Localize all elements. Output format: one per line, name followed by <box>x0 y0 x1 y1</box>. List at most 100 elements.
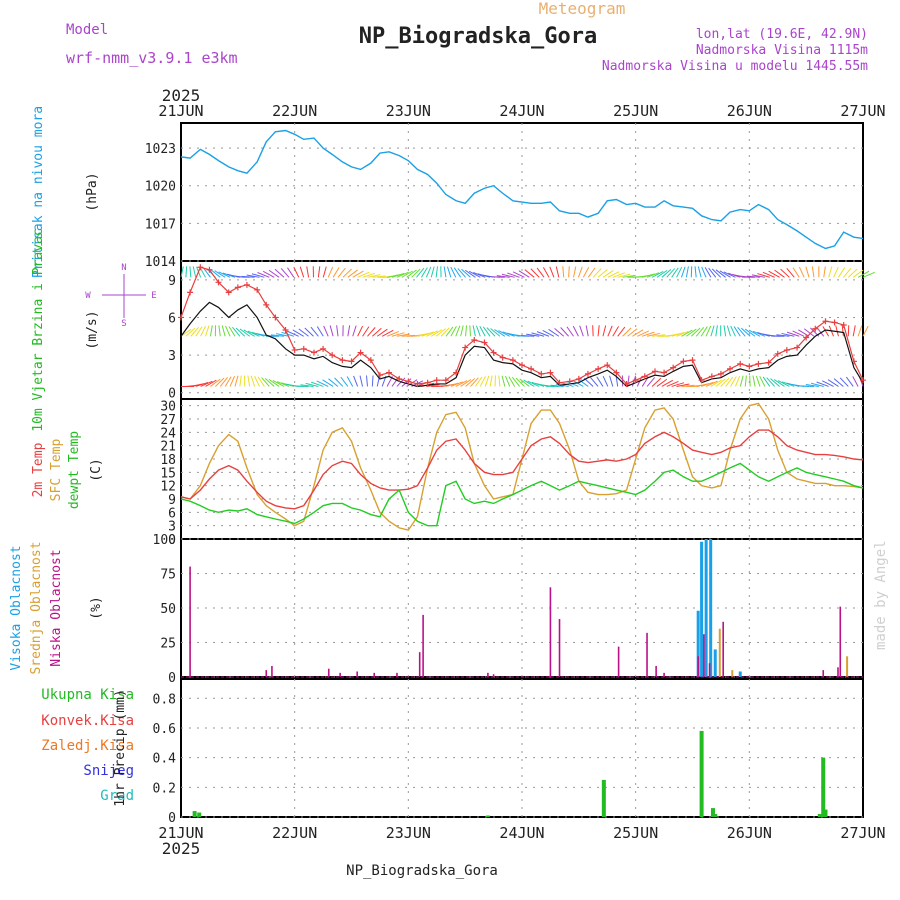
wind-barb <box>401 270 413 278</box>
y-tick-label: 12 <box>160 480 176 495</box>
wind-barb <box>494 329 506 337</box>
wind-barb <box>268 269 280 278</box>
legend-snow: Snijeg <box>83 763 134 779</box>
wind-barb <box>210 378 221 387</box>
wind-barb <box>746 275 761 278</box>
wind-barb <box>786 267 795 278</box>
wind-barb <box>554 327 565 337</box>
pressure-title: Pritisak na nivou mora <box>31 106 46 278</box>
wind-barb <box>617 326 626 337</box>
wind-barb <box>792 330 805 337</box>
cloud-high-bar <box>738 671 742 677</box>
wind-barb <box>306 266 310 278</box>
wind-barb <box>362 272 376 278</box>
y-tick-label: 9 <box>168 493 176 508</box>
wind-barb <box>642 331 655 337</box>
x-tick-label-bottom: 22JUN <box>272 824 317 842</box>
cloud-low-bar <box>271 665 273 677</box>
cloud-high-bar <box>700 541 704 677</box>
wind-barb <box>276 333 290 337</box>
wind-barb <box>734 375 741 387</box>
wind-barb <box>210 269 221 278</box>
temp-unit: (C) <box>89 458 104 481</box>
pressure-line <box>180 129 864 250</box>
gridlines <box>181 123 863 818</box>
wind-barb <box>726 325 732 337</box>
wind-barb <box>501 273 515 278</box>
wind-barb <box>681 329 693 337</box>
wind-barb <box>577 266 583 278</box>
wind-barb <box>286 330 299 337</box>
wind-barb <box>460 379 472 387</box>
y-tick-label: 0 <box>168 811 176 826</box>
precip-legend: Ukupna Kisa Konvek.Kisa Zaledj.Kisa Snij… <box>41 687 134 807</box>
wind-gust-marker <box>519 362 525 369</box>
y-tick-label: 21 <box>160 440 176 455</box>
wind-barb <box>357 271 370 278</box>
cloud-high-bar <box>704 539 708 677</box>
wind-barb <box>572 325 579 337</box>
wind-barb <box>823 266 826 278</box>
wind-barb <box>833 378 844 387</box>
wind-barb <box>725 376 734 387</box>
wind-gust-marker <box>442 377 449 384</box>
x-tick-label-top: 24JUN <box>499 102 544 120</box>
cloud-low-label: Niska Oblacnost <box>49 549 64 666</box>
wind-barb <box>317 266 321 278</box>
wind-barb <box>293 266 300 278</box>
wind-gust-marker <box>803 334 810 341</box>
wind-gust-marker <box>547 369 554 376</box>
wind-barb <box>352 325 357 337</box>
wind-barb <box>755 375 761 387</box>
wind-barb <box>205 379 217 387</box>
wind-barb <box>733 326 741 337</box>
wind-barb <box>209 325 213 337</box>
wind-barb <box>666 381 679 387</box>
wind-barb <box>752 330 766 337</box>
wind-barb <box>626 375 630 387</box>
wind-barb <box>697 266 702 278</box>
cloud-mid-label: Srednja Oblacnost <box>29 541 44 674</box>
wind-barb <box>781 332 795 337</box>
legend-conv: Konvek.Kisa <box>41 713 134 729</box>
wind-barb <box>773 379 785 387</box>
wind-barb <box>671 267 679 278</box>
wind-barb <box>473 272 486 278</box>
wind-barb <box>757 273 770 278</box>
wind-direction-legend: N S W E <box>85 263 156 329</box>
wind-barb <box>822 380 834 387</box>
wind-barb <box>515 377 525 387</box>
x-tick-label-bottom: 25JUN <box>613 824 658 842</box>
model-name: wrf-nmm_v3.9.1 e3km <box>66 49 238 67</box>
wind-barb <box>651 271 664 278</box>
wind-barb <box>562 266 565 278</box>
y-tick-label: 0 <box>168 533 176 548</box>
wind-barb <box>838 267 846 278</box>
cloud-mid-bar <box>718 628 721 677</box>
wind-barb <box>822 326 830 337</box>
wind-barb <box>816 381 829 387</box>
wind-barb <box>573 266 577 278</box>
wind-barb <box>445 326 454 337</box>
wind-gust-marker <box>433 377 440 384</box>
wind-barb <box>642 273 655 278</box>
wind-gust-marker <box>575 375 582 382</box>
wind-barb <box>681 384 695 387</box>
wind-barb <box>347 269 358 278</box>
wind-barb <box>247 330 260 337</box>
wind-barb <box>780 268 790 278</box>
wind-barb <box>710 325 715 337</box>
wind-barb <box>590 377 599 387</box>
wind-barb <box>646 377 656 387</box>
wind-barb <box>219 377 229 387</box>
wind-barb <box>607 271 620 278</box>
wind-barb <box>316 326 324 337</box>
tick-labels: 1014101710201023036903691215182124273002… <box>145 102 886 842</box>
wind-barb <box>310 381 324 387</box>
wind-barb <box>512 271 525 278</box>
wind-gust-marker <box>263 301 270 308</box>
wind-gust-marker <box>206 266 213 273</box>
wind-gust-marker <box>453 369 460 376</box>
wind-barb <box>234 375 239 387</box>
wind-gust-marker <box>850 358 857 365</box>
